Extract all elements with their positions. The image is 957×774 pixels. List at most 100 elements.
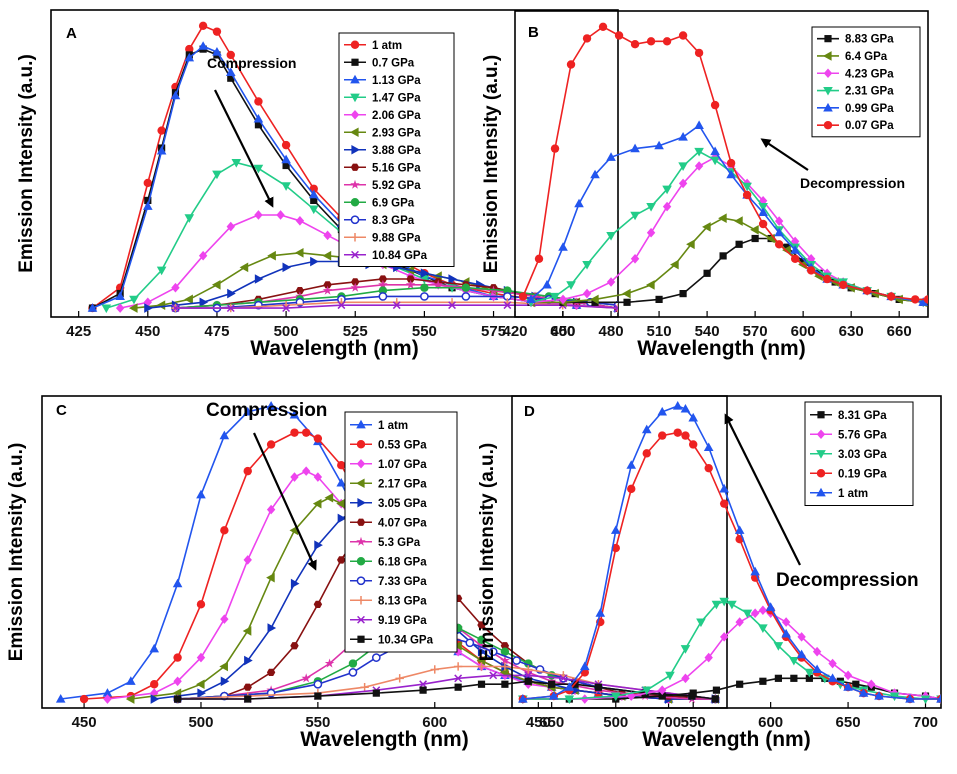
data-point: [196, 652, 206, 663]
legend-marker: [351, 144, 360, 155]
data-point: [758, 219, 768, 229]
data-point: [266, 572, 275, 583]
data-point: [144, 303, 153, 313]
data-point: [348, 668, 358, 677]
x-tick-label: 575: [481, 323, 506, 340]
y-axis-label: Emission Intensity (a.u.): [6, 443, 27, 662]
data-point: [55, 694, 66, 703]
data-point: [378, 279, 388, 289]
data-point: [378, 275, 388, 283]
data-point: [500, 655, 510, 665]
data-point: [673, 428, 682, 437]
annotation-label: Compression: [206, 400, 327, 421]
data-point: [783, 243, 791, 251]
x-tick-label: 540: [695, 323, 720, 340]
plot-frame: [41, 395, 728, 709]
data-point: [736, 680, 744, 688]
data-point: [301, 428, 311, 437]
panel-label: B: [528, 24, 539, 41]
data-point: [211, 280, 221, 290]
data-point: [454, 683, 462, 691]
data-point: [582, 288, 592, 299]
data-point: [641, 424, 652, 434]
data-point: [726, 169, 736, 179]
data-point: [219, 430, 230, 440]
data-point: [489, 671, 498, 680]
legend-label: 1.13 GPa: [372, 75, 421, 87]
data-point: [308, 205, 319, 215]
legend-box: [811, 26, 921, 138]
data-point: [323, 230, 332, 241]
data-point: [827, 673, 838, 682]
data-point: [694, 120, 704, 129]
x-tick-label: 450: [72, 714, 97, 731]
legend-label: 0.53 GPa: [378, 439, 427, 451]
data-point: [185, 44, 194, 54]
data-point: [758, 207, 768, 216]
data-point: [420, 268, 430, 278]
data-point: [184, 214, 195, 223]
data-point: [465, 638, 475, 648]
data-point: [253, 164, 264, 174]
data-point: [239, 262, 249, 273]
x-tick-label: 650: [539, 714, 564, 731]
data-point: [774, 240, 784, 249]
data-point: [774, 674, 782, 682]
data-point: [281, 182, 291, 191]
data-point: [550, 292, 560, 302]
data-point: [420, 292, 429, 301]
annotation-label: Decompression: [800, 175, 905, 191]
data-point: [244, 655, 253, 666]
data-point: [313, 434, 323, 443]
legend-marker: [357, 497, 366, 508]
data-point: [276, 210, 285, 220]
data-point: [710, 100, 720, 110]
data-point: [710, 146, 720, 156]
data-point: [212, 27, 222, 36]
x-tick-label: 450: [135, 323, 160, 340]
data-point: [870, 288, 879, 299]
legend: 1 atm 0.53 GPa 1.07 GPa 2.17 GPa 3.05 GPa 4.0…: [344, 411, 458, 653]
data-point: [143, 297, 153, 308]
legend-label: 3.05 GPa: [378, 498, 427, 510]
data-point: [290, 428, 299, 437]
data-point: [173, 695, 182, 703]
data-point: [781, 617, 791, 627]
x-tick-label: 420: [502, 323, 527, 340]
data-point: [198, 21, 208, 31]
data-point: [512, 656, 521, 665]
data-point: [702, 222, 711, 232]
data-point: [681, 431, 690, 440]
data-point: [294, 248, 304, 258]
data-point: [694, 48, 704, 58]
data-point: [751, 234, 759, 243]
data-point: [419, 680, 428, 689]
legend-box: [344, 411, 458, 653]
data-point: [524, 677, 532, 685]
data-point: [226, 304, 235, 313]
plot-frame: [511, 395, 942, 709]
data-point: [253, 113, 264, 123]
legend-marker: [356, 419, 366, 429]
legend-marker: [816, 469, 826, 478]
legend-marker: [350, 233, 360, 242]
data-point: [518, 694, 528, 703]
data-point: [310, 196, 318, 205]
data-point: [678, 31, 688, 40]
x-tick-label: 600: [791, 323, 816, 340]
data-point: [726, 158, 736, 168]
data-point: [590, 294, 599, 305]
legend-label: 4.07 GPa: [378, 517, 427, 529]
data-point: [198, 41, 208, 50]
data-point: [680, 403, 691, 413]
legend-marker: [350, 163, 360, 171]
y-axis-label: Emission Intensity (a.u.): [16, 54, 37, 273]
data-point: [867, 679, 876, 690]
x-tick-label: 550: [305, 714, 330, 731]
legend-label: 7.33 GPa: [378, 576, 427, 588]
x-tick-label: 630: [839, 323, 864, 340]
data-point: [420, 283, 429, 292]
data-point: [686, 239, 695, 250]
